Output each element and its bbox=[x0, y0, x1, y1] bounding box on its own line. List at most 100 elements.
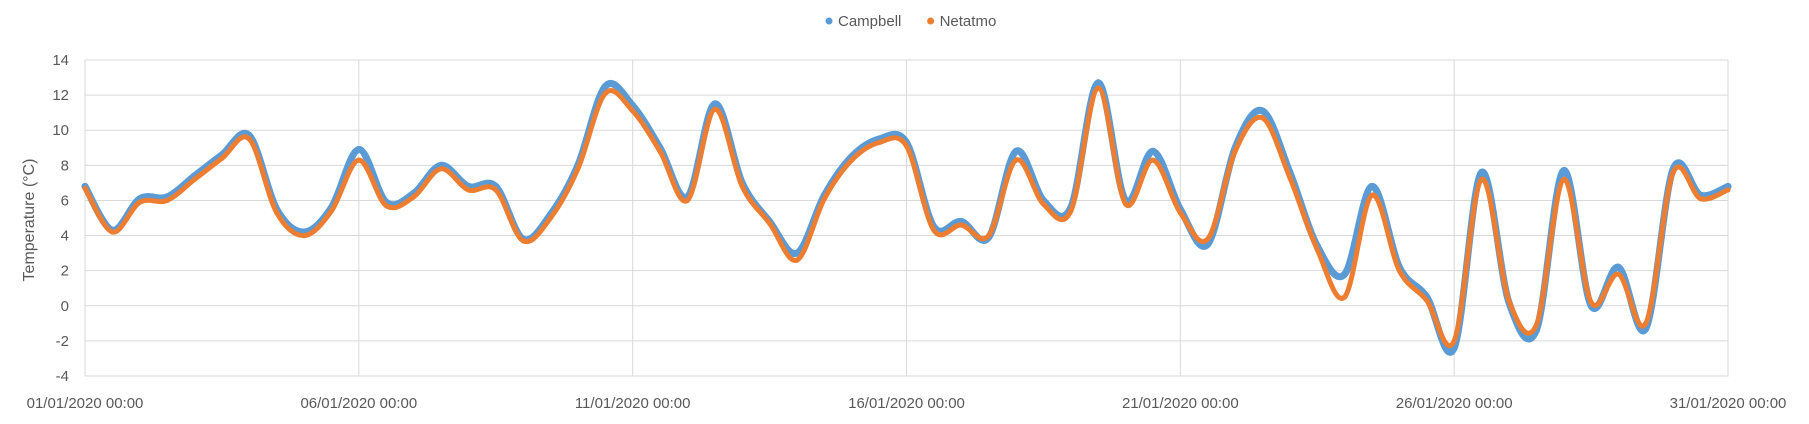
data-point-netatmo bbox=[876, 139, 882, 146]
data-point-netatmo bbox=[903, 143, 910, 149]
data-point-netatmo bbox=[219, 155, 225, 161]
data-point-campbell bbox=[1560, 167, 1568, 175]
data-point-netatmo bbox=[821, 196, 828, 202]
legend: Campbell Netatmo bbox=[825, 13, 997, 30]
data-point-campbell bbox=[1149, 147, 1157, 155]
data-point-campbell bbox=[711, 100, 719, 108]
data-point-netatmo bbox=[109, 229, 115, 235]
data-point-netatmo bbox=[465, 187, 471, 193]
data-point-netatmo bbox=[493, 187, 499, 193]
y-tick-label: 4 bbox=[61, 228, 69, 245]
data-point-netatmo bbox=[328, 208, 334, 214]
data-point-netatmo bbox=[1588, 299, 1594, 305]
data-point-netatmo bbox=[986, 233, 992, 239]
data-point-netatmo bbox=[1123, 201, 1129, 207]
x-tick-label: 01/01/2020 00:00 bbox=[27, 395, 144, 412]
data-point-netatmo bbox=[1670, 169, 1676, 175]
y-tick-label: 8 bbox=[61, 157, 69, 174]
x-tick-label: 31/01/2020 00:00 bbox=[1670, 395, 1787, 412]
data-point-netatmo bbox=[1177, 210, 1183, 216]
x-tick-label: 06/01/2020 00:00 bbox=[300, 395, 417, 412]
data-point-campbell bbox=[355, 146, 363, 153]
legend-label-netatmo: Netatmo bbox=[940, 13, 997, 30]
data-point-netatmo bbox=[1287, 175, 1293, 181]
data-point-campbell bbox=[1012, 147, 1020, 155]
data-point-netatmo bbox=[712, 106, 718, 112]
data-point-netatmo bbox=[602, 90, 608, 96]
data-point-netatmo bbox=[1725, 187, 1731, 193]
legend-label-campbell: Campbell bbox=[838, 13, 901, 30]
data-point-netatmo bbox=[1040, 201, 1046, 207]
data-point-netatmo bbox=[191, 176, 198, 182]
data-point-netatmo bbox=[1232, 148, 1238, 154]
data-point-netatmo bbox=[246, 136, 252, 142]
plot-border bbox=[84, 59, 1729, 377]
x-tick-label: 16/01/2020 00:00 bbox=[848, 395, 965, 412]
data-point-netatmo bbox=[1533, 322, 1539, 328]
y-tick-label: 0 bbox=[61, 298, 69, 315]
data-point-netatmo bbox=[1259, 115, 1266, 121]
data-point-netatmo bbox=[301, 233, 307, 239]
data-point-netatmo bbox=[794, 257, 800, 263]
x-tick-label: 21/01/2020 00:00 bbox=[1122, 395, 1239, 412]
data-point-netatmo bbox=[931, 227, 937, 233]
data-point-netatmo bbox=[547, 215, 554, 221]
data-point-netatmo bbox=[1013, 157, 1019, 163]
y-tick-label: 2 bbox=[61, 263, 69, 280]
data-point-netatmo bbox=[1424, 297, 1430, 304]
plot-area-frame bbox=[84, 59, 1729, 377]
data-point-netatmo bbox=[82, 185, 88, 191]
data-point-netatmo bbox=[1561, 176, 1567, 182]
data-point-netatmo bbox=[1068, 208, 1074, 214]
data-point-netatmo bbox=[1369, 192, 1375, 198]
data-point-netatmo bbox=[575, 166, 581, 172]
y-tick-label: 12 bbox=[52, 87, 69, 104]
legend-marker-netatmo bbox=[927, 17, 935, 25]
gridlines bbox=[84, 59, 1729, 377]
data-point-campbell bbox=[1615, 263, 1622, 271]
data-point-netatmo bbox=[630, 108, 636, 114]
x-tick-label: 26/01/2020 00:00 bbox=[1396, 395, 1513, 412]
data-point-campbell bbox=[1259, 107, 1266, 115]
data-point-netatmo bbox=[1342, 294, 1348, 300]
data-point-netatmo bbox=[1451, 338, 1457, 344]
x-axis-tick-labels: 01/01/2020 00:00 06/01/2020 00:00 11/01/20… bbox=[27, 395, 1787, 412]
data-point-campbell bbox=[1368, 182, 1376, 190]
y-axis-title: Temperature (°C) bbox=[21, 159, 38, 282]
data-point-netatmo bbox=[657, 148, 663, 154]
data-point-netatmo bbox=[1643, 320, 1649, 326]
data-point-netatmo bbox=[356, 157, 362, 163]
data-point-netatmo bbox=[958, 222, 964, 228]
data-point-netatmo bbox=[1205, 236, 1211, 242]
data-point-netatmo bbox=[137, 199, 143, 205]
y-tick-label: 14 bbox=[52, 52, 69, 69]
y-tick-label: 10 bbox=[52, 122, 69, 139]
y-tick-label: -4 bbox=[56, 368, 69, 385]
data-point-netatmo bbox=[164, 197, 170, 203]
data-point-netatmo bbox=[274, 210, 280, 216]
data-point-campbell bbox=[601, 82, 609, 90]
data-point-netatmo bbox=[1095, 85, 1101, 91]
data-point-netatmo bbox=[1314, 247, 1320, 253]
x-tick-label: 11/01/2020 00:00 bbox=[575, 395, 691, 412]
legend-marker-campbell bbox=[825, 17, 833, 25]
y-tick-label: 6 bbox=[61, 192, 69, 209]
data-point-netatmo bbox=[1478, 176, 1485, 182]
data-point-netatmo bbox=[1698, 196, 1704, 202]
data-point-netatmo bbox=[438, 166, 444, 172]
data-point-campbell bbox=[1478, 168, 1485, 176]
data-point-netatmo bbox=[1396, 268, 1402, 274]
y-tick-label: -2 bbox=[56, 333, 69, 350]
data-point-netatmo bbox=[520, 238, 526, 244]
data-point-netatmo bbox=[1615, 271, 1622, 277]
data-point-netatmo bbox=[767, 220, 773, 226]
data-point-netatmo bbox=[684, 197, 691, 203]
data-point-netatmo bbox=[411, 194, 417, 200]
data-point-netatmo bbox=[1506, 297, 1512, 304]
data-point-netatmo bbox=[1150, 157, 1156, 163]
data-point-netatmo bbox=[739, 183, 745, 189]
y-axis-tick-labels: -4 -2 0 2 4 6 8 10 12 14 bbox=[52, 52, 69, 385]
data-point-netatmo bbox=[383, 203, 389, 209]
